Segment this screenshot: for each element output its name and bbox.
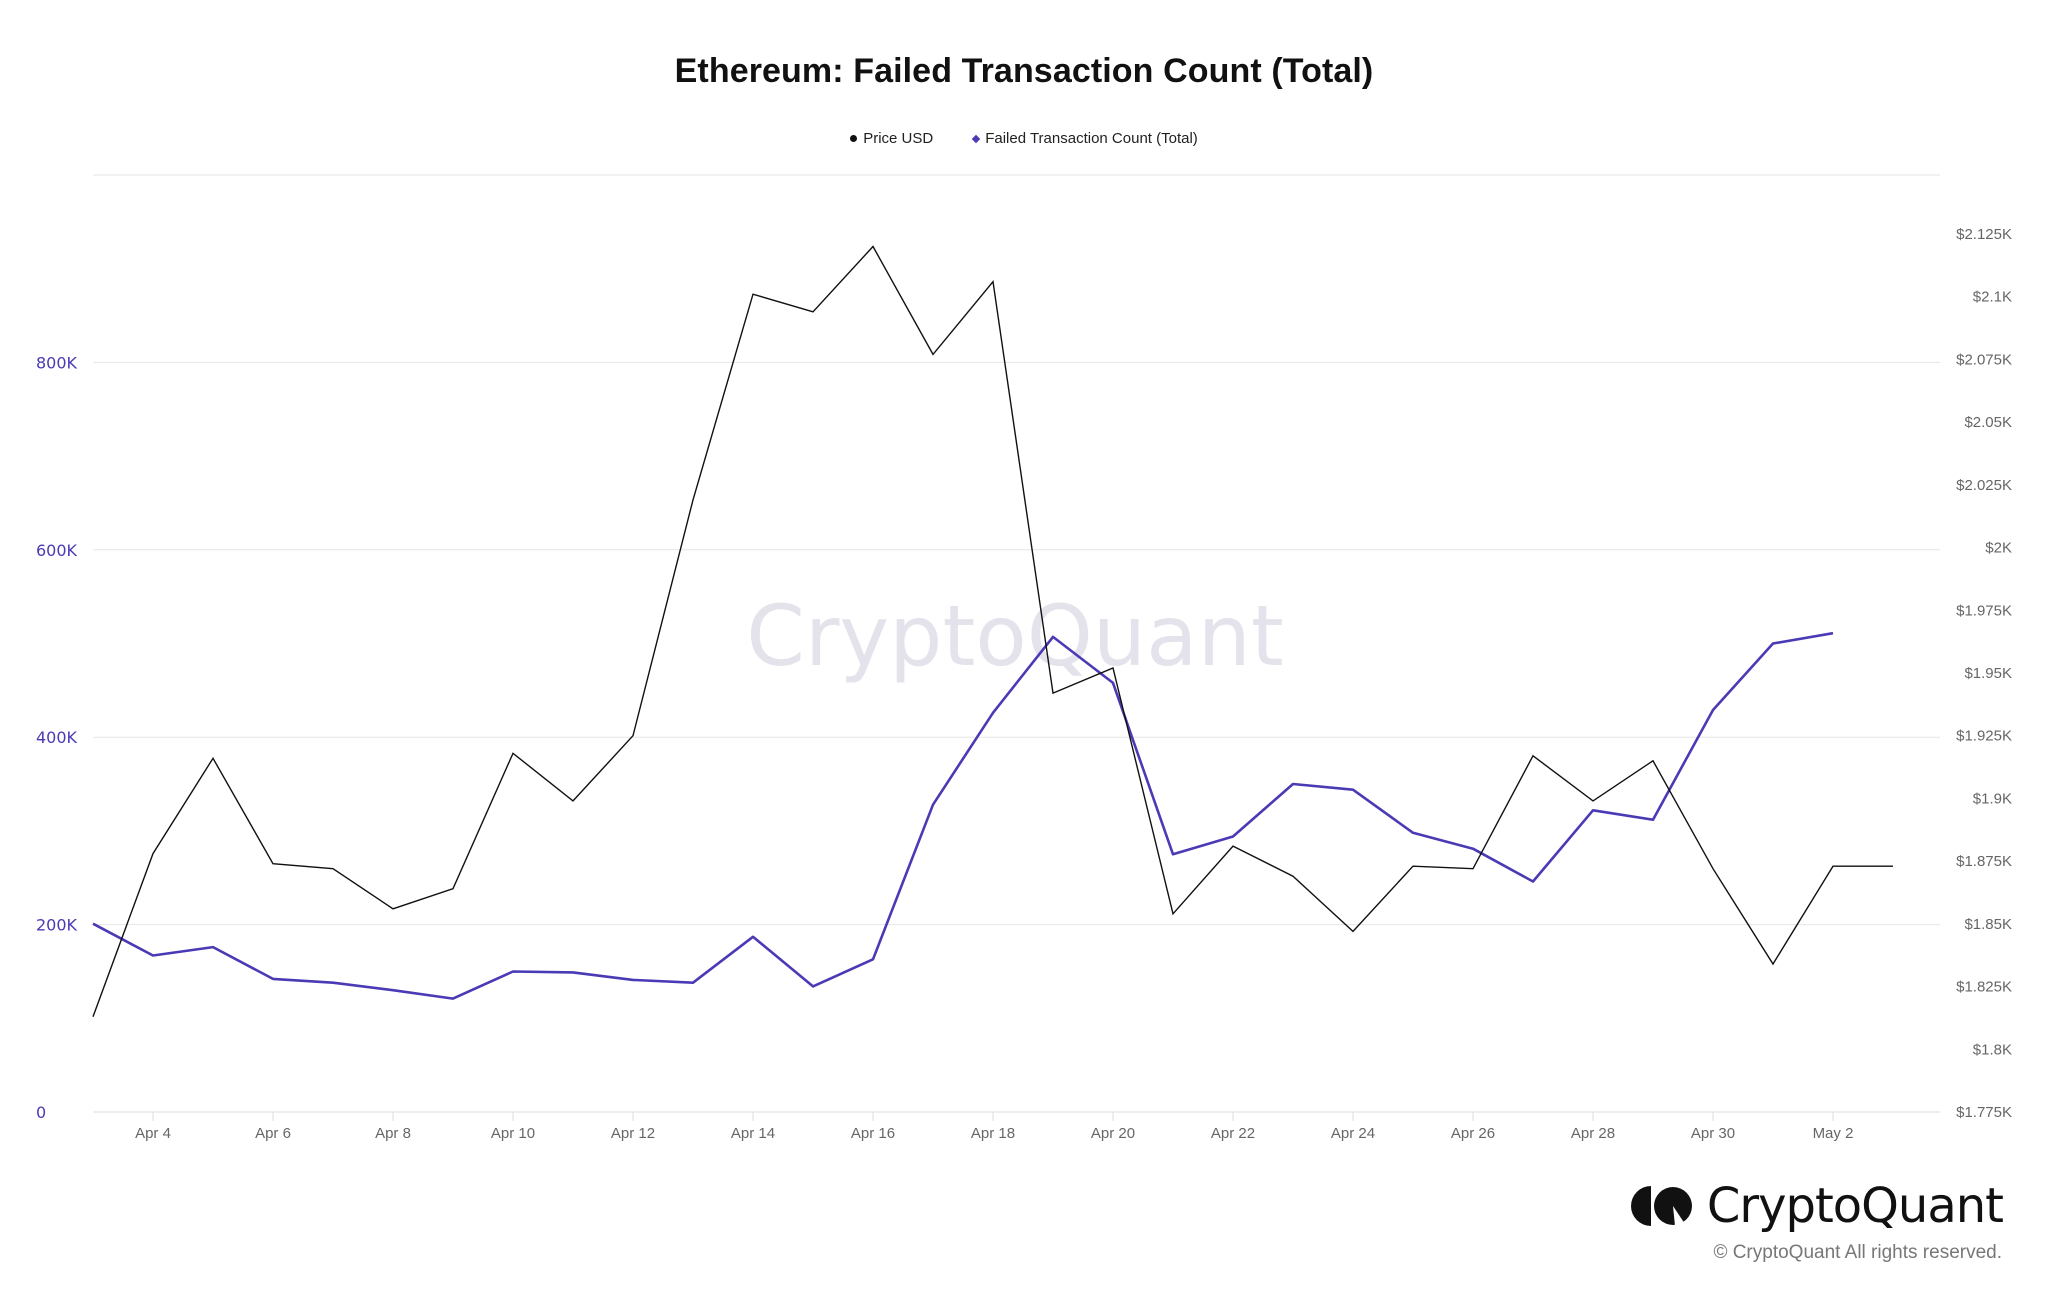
right-axis-tick: $1.9K bbox=[1973, 790, 2012, 807]
x-axis-tick: Apr 10 bbox=[491, 1125, 535, 1142]
watermark: CryptoQuant bbox=[746, 587, 1284, 685]
x-axis-tick: Apr 20 bbox=[1091, 1125, 1135, 1142]
legend: Price USD Failed Transaction Count (Tota… bbox=[0, 130, 2048, 147]
right-axis-tick: $1.825K bbox=[1956, 979, 2012, 996]
copyright: © CryptoQuant All rights reserved. bbox=[1713, 1242, 2002, 1263]
right-axis-tick: $1.975K bbox=[1956, 602, 2012, 619]
legend-item-price[interactable]: Price USD bbox=[850, 130, 933, 147]
right-axis-tick: $2.025K bbox=[1956, 477, 2012, 494]
x-axis-tick: Apr 24 bbox=[1331, 1125, 1375, 1142]
right-y-axis: $1.775K $1.8K $1.825K $1.85K $1.875K $1.9K $1.… bbox=[1956, 226, 2012, 1121]
right-axis-tick: $2.125K bbox=[1956, 226, 2012, 243]
right-axis-tick: $2K bbox=[1985, 540, 2012, 557]
right-axis-tick: $1.775K bbox=[1956, 1104, 2012, 1121]
price-line[interactable] bbox=[92, 245, 1893, 1017]
x-axis-tick: Apr 26 bbox=[1451, 1125, 1495, 1142]
right-axis-tick: $1.875K bbox=[1956, 853, 2012, 870]
x-axis-tick: Apr 14 bbox=[731, 1125, 775, 1142]
left-axis-tick: 800K bbox=[36, 353, 78, 372]
right-axis-tick: $2.075K bbox=[1956, 351, 2012, 368]
failed-tx-line[interactable] bbox=[92, 631, 1834, 1000]
cryptoquant-logo-icon bbox=[1630, 1186, 1692, 1226]
grid-lines bbox=[93, 174, 1940, 1113]
brand-logo: CryptoQuant bbox=[1630, 1178, 2004, 1234]
legend-label-failed-tx: Failed Transaction Count (Total) bbox=[985, 130, 1198, 147]
right-axis-tick: $1.85K bbox=[1964, 916, 2012, 933]
right-axis-tick: $1.95K bbox=[1964, 665, 2012, 682]
x-axis-tick: Apr 28 bbox=[1571, 1125, 1615, 1142]
left-axis-tick: 200K bbox=[36, 916, 78, 935]
x-axis-tick: Apr 18 bbox=[971, 1125, 1015, 1142]
x-axis: Apr 4 Apr 6 Apr 8 Apr 10 Apr 12 Apr 14 Apr 16 A… bbox=[135, 1112, 1853, 1142]
x-axis-tick: Apr 30 bbox=[1691, 1125, 1735, 1142]
legend-label-price: Price USD bbox=[863, 130, 934, 147]
right-axis-tick: $1.925K bbox=[1956, 728, 2012, 745]
x-axis-tick: Apr 6 bbox=[255, 1125, 291, 1142]
x-axis-tick: Apr 12 bbox=[611, 1125, 655, 1142]
left-axis-tick: 600K bbox=[36, 541, 78, 560]
right-axis-tick: $1.8K bbox=[1973, 1041, 2012, 1058]
legend-item-failed-tx[interactable]: Failed Transaction Count (Total) bbox=[971, 130, 1198, 147]
right-axis-tick: $2.05K bbox=[1964, 414, 2012, 431]
right-axis-tick: $2.1K bbox=[1973, 289, 2012, 306]
x-axis-tick: Apr 16 bbox=[851, 1125, 895, 1142]
brand-name: CryptoQuant bbox=[1706, 1178, 2004, 1234]
left-axis-tick: 0 bbox=[36, 1103, 46, 1122]
x-axis-tick: Apr 22 bbox=[1211, 1125, 1255, 1142]
x-axis-tick: Apr 4 bbox=[135, 1125, 171, 1142]
left-axis-tick: 400K bbox=[36, 728, 78, 747]
chart-title: Ethereum: Failed Transaction Count (Tota… bbox=[674, 52, 1374, 90]
x-axis-tick: Apr 8 bbox=[375, 1125, 411, 1142]
x-axis-tick: May 2 bbox=[1813, 1125, 1854, 1142]
dot-marker-icon bbox=[850, 135, 858, 142]
left-y-axis: 0 200K 400K 600K 800K bbox=[36, 353, 78, 1122]
